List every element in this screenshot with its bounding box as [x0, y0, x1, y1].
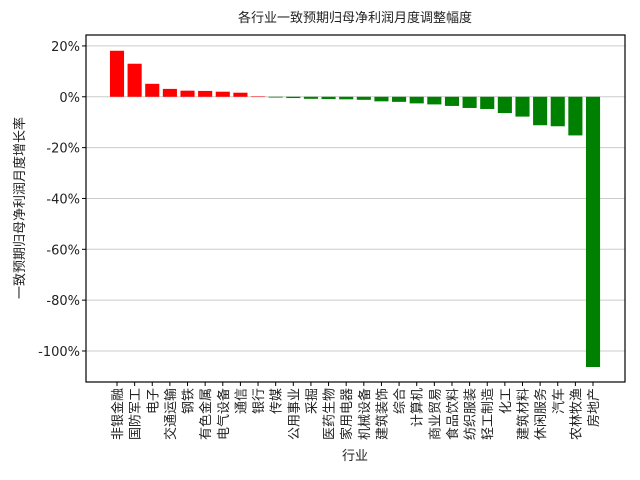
bar	[585, 96, 601, 368]
bar	[127, 63, 142, 97]
x-tick-label: 综合	[393, 388, 408, 414]
x-tick-label: 农林牧渔	[569, 388, 584, 440]
x-tick-label: 计算机	[411, 388, 426, 427]
bar	[409, 96, 424, 104]
x-tick-label: 传媒	[270, 388, 285, 414]
x-tick-label: 建筑装饰	[374, 388, 390, 440]
bar	[286, 96, 301, 99]
bar	[462, 96, 477, 108]
plot-frame	[85, 34, 626, 383]
x-tick-label: 通信	[234, 388, 249, 414]
x-tick-label: 化工	[499, 388, 514, 414]
bar	[145, 83, 160, 97]
y-tick-label: 0%	[59, 91, 80, 106]
bar	[180, 90, 195, 97]
y-tick-label: -20%	[46, 142, 80, 157]
bar	[533, 96, 548, 126]
x-tick-label: 公用事业	[287, 388, 302, 440]
x-tick-label: 电气设备	[216, 388, 232, 440]
x-tick-label: 国防军工	[128, 388, 144, 440]
x-tick-label: 纺织服装	[464, 388, 479, 440]
bar	[215, 91, 230, 97]
y-axis-label: 一致预期归母净利润月度增长率	[12, 117, 28, 299]
bar	[550, 96, 565, 127]
x-tick-label: 食品饮料	[445, 388, 461, 440]
x-tick-label: 银行	[252, 388, 267, 414]
x-tick-label: 休闲服务	[533, 388, 549, 440]
x-axis-label: 行业	[342, 449, 368, 464]
bar	[480, 96, 495, 109]
x-tick-label: 钢铁	[182, 388, 197, 414]
x-tick-label: 电子	[146, 388, 161, 414]
bar	[250, 96, 266, 98]
x-tick-label: 轻工制造	[481, 388, 496, 440]
x-tick-label: 医药生物	[323, 388, 338, 440]
x-tick-label: 有色金属	[198, 388, 214, 440]
bar	[303, 96, 318, 99]
bar	[339, 96, 354, 100]
chart-title: 各行业一致预期归母净利润月度调整幅度	[238, 10, 472, 26]
y-tick-label: -60%	[46, 243, 80, 258]
bar	[268, 96, 283, 98]
x-tick-label: 商业贸易	[428, 388, 443, 440]
x-tick-label: 家用电器	[339, 388, 355, 440]
bar	[444, 96, 460, 106]
bar	[392, 96, 407, 102]
x-tick-label: 交通运输	[163, 388, 179, 440]
x-tick-label: 采掘	[305, 388, 320, 414]
x-tick-label: 机械设备	[357, 388, 373, 440]
bar	[515, 96, 530, 117]
bar	[321, 96, 336, 100]
y-tick-label: -100%	[38, 345, 80, 360]
y-tick-label: -40%	[46, 192, 80, 207]
bar	[109, 50, 125, 97]
x-tick-label: 房地产	[586, 388, 602, 427]
bar	[233, 92, 248, 97]
y-tick-label: -80%	[46, 294, 80, 309]
x-tick-label: 建筑材料	[515, 388, 531, 440]
bar	[356, 96, 371, 100]
bar	[374, 96, 389, 102]
bar	[427, 96, 442, 105]
bar	[162, 88, 177, 97]
bar	[497, 96, 512, 114]
x-tick-label: 非银金融	[110, 388, 126, 440]
bar	[198, 90, 213, 97]
x-tick-label: 汽车	[551, 388, 567, 414]
bar	[568, 96, 583, 136]
y-tick-label: 20%	[51, 40, 80, 55]
